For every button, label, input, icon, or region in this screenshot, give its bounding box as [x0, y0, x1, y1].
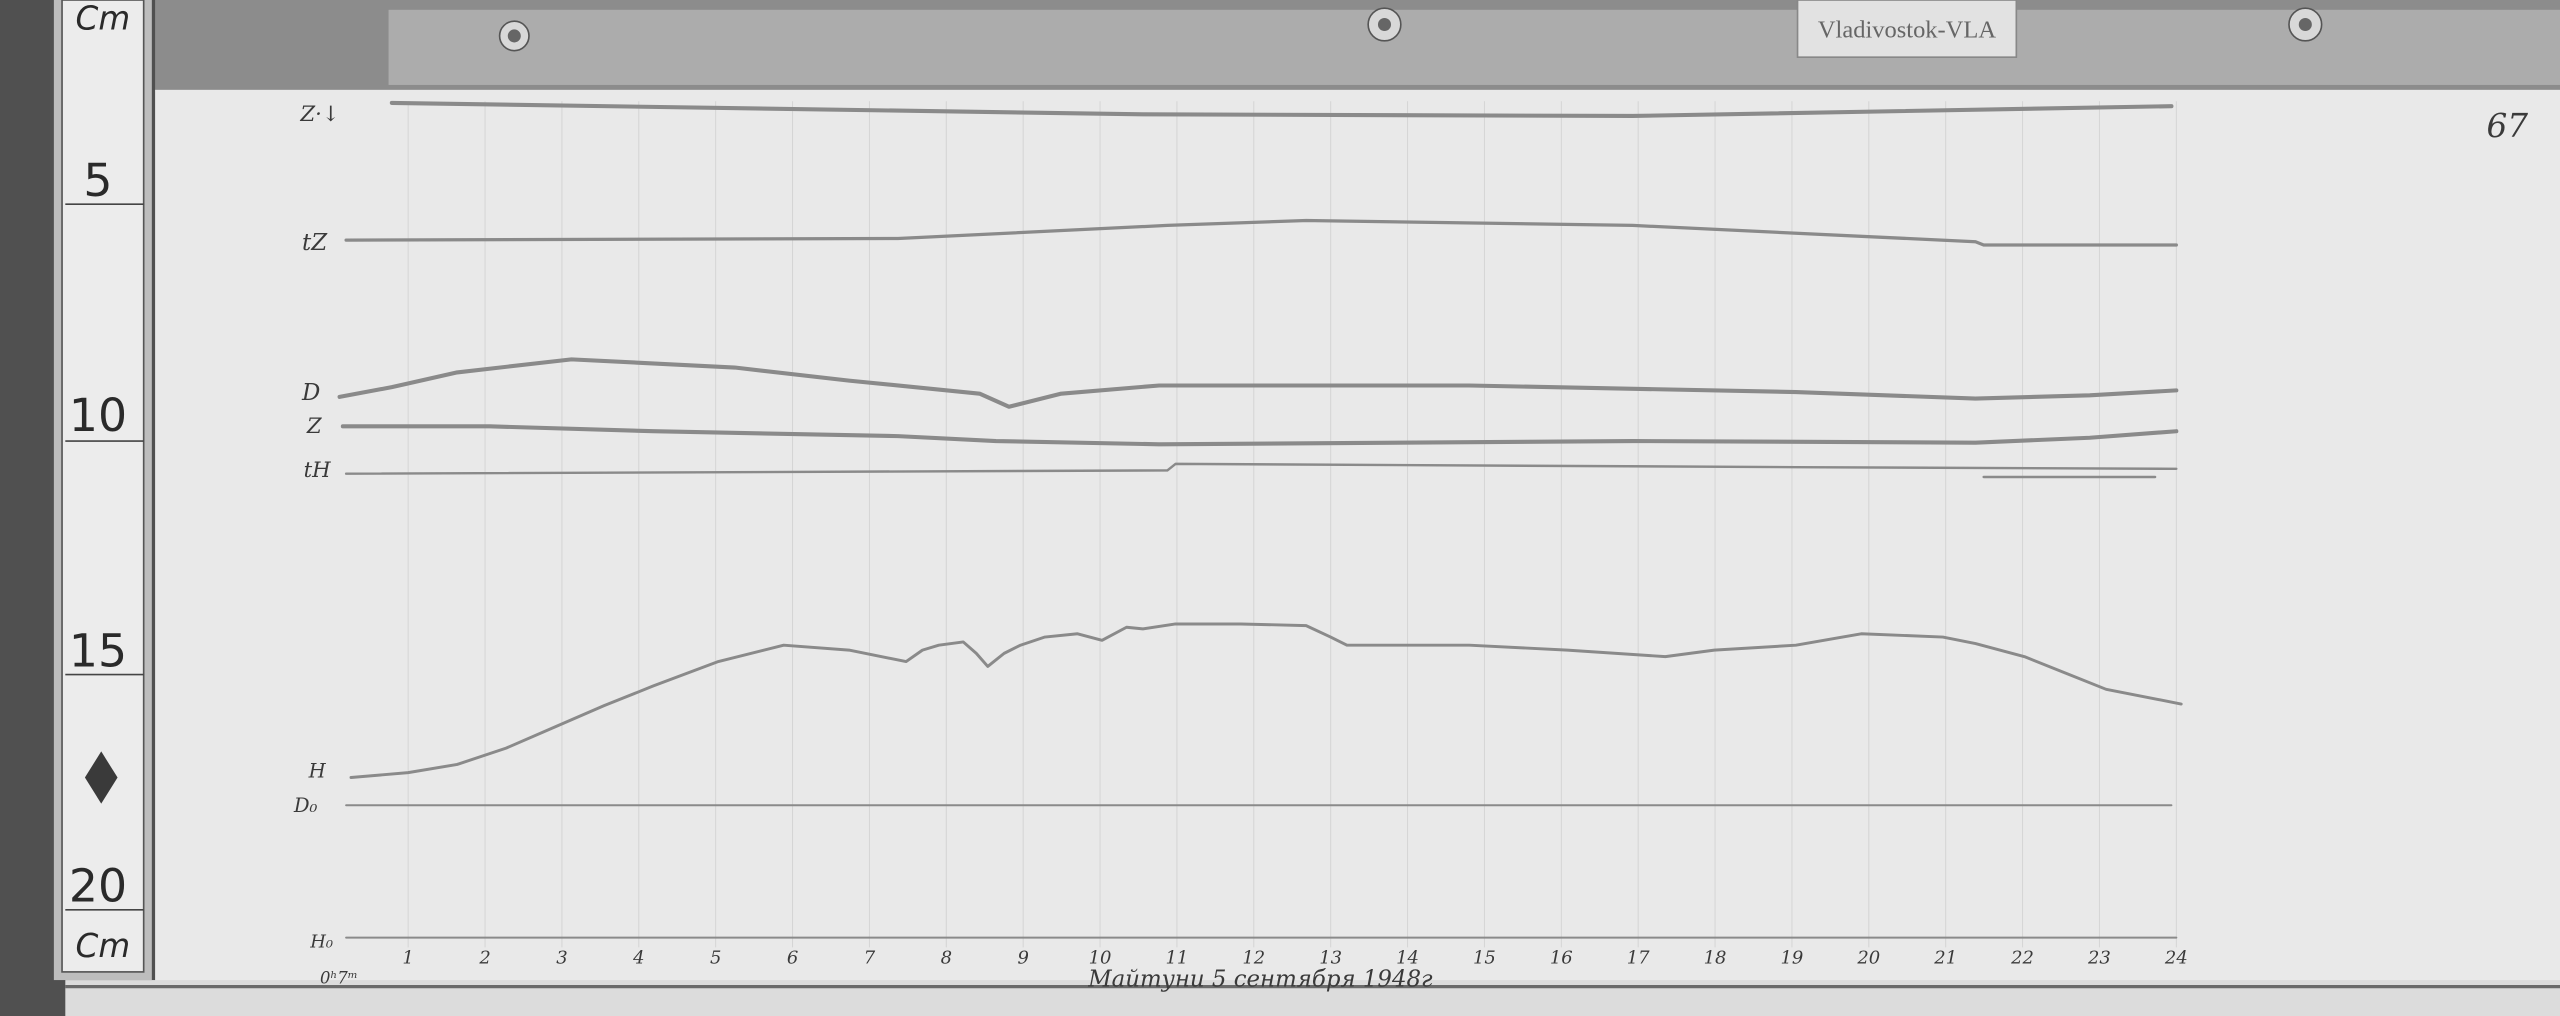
trace-z-marker	[389, 100, 2174, 119]
trace-d	[337, 357, 2179, 409]
ruler-mark-20: 20	[69, 860, 127, 913]
cm-ruler: Cm 5 10 15 20 Cm	[53, 0, 152, 981]
magnetogram-paper	[155, 89, 2560, 992]
label-tz: tZ	[302, 230, 328, 256]
hour-tick-label: 24	[2164, 948, 2188, 969]
plexiglass-cover	[388, 9, 2560, 85]
hour-tick-label: 4	[632, 948, 644, 969]
hour-tick-label: 23	[2087, 948, 2111, 969]
label-h0: H₀	[309, 931, 333, 952]
trace-h	[349, 622, 2183, 779]
ruler-mark-10: 10	[69, 389, 127, 442]
label-h: H	[308, 760, 327, 783]
caption: Майтуни 5 сентября 1948г	[1087, 967, 1433, 993]
hour-tick-label: 22	[2010, 948, 2034, 969]
ruler-mark-15: 15	[69, 624, 127, 677]
hour-axis: 1 2 3 4 5 6 7 8 9 10 11 12 13 14 15 16 17 18 19 20 21 22 23 24	[402, 948, 2187, 969]
trace-tz	[344, 218, 2178, 247]
label-d: D	[301, 380, 320, 406]
hour-tick-label: 17	[1627, 948, 1650, 969]
trace-z	[340, 424, 2179, 447]
label-start-time: 0ʰ7ᵐ	[320, 968, 358, 987]
ruler-unit-top: Cm	[76, 0, 131, 37]
hour-tick-label: 14	[1396, 948, 1419, 969]
screw-icon	[1367, 7, 1402, 42]
label-z-marker: Z·↓	[299, 102, 339, 127]
station-label: Vladivostok-VLA	[1796, 0, 2018, 58]
hour-tick-label: 12	[1242, 948, 1265, 969]
ruler-mark-5: 5	[83, 154, 112, 207]
hour-tick-label: 20	[1856, 948, 1880, 969]
station-label-text: Vladivostok-VLA	[1818, 17, 1996, 44]
hour-tick-label: 21	[1933, 948, 1957, 969]
hour-tick-label: 6	[787, 948, 798, 969]
hour-tick-label: 19	[1781, 948, 1804, 969]
hour-tick-label: 11	[1166, 948, 1189, 969]
hour-tick-label: 1	[402, 948, 413, 969]
hour-tick-label: 8	[941, 948, 952, 969]
hour-tick-label: 9	[1017, 948, 1028, 969]
label-d0: D₀	[293, 794, 318, 817]
page-number: 67	[2487, 107, 2529, 145]
hour-tick-label: 7	[864, 948, 876, 969]
hour-tick-label: 2	[478, 948, 490, 969]
screw-icon	[2288, 7, 2323, 42]
hour-grid	[407, 101, 2177, 948]
hour-tick-label: 13	[1319, 948, 1342, 969]
hour-tick-label: 5	[710, 948, 721, 969]
hour-tick-label: 18	[1704, 948, 1727, 969]
ruler-unit-bottom: Cm	[76, 927, 131, 965]
hour-tick-label: 15	[1473, 948, 1496, 969]
screw-icon	[498, 20, 530, 52]
hour-tick-label: 3	[556, 948, 567, 969]
label-z: Z	[306, 414, 323, 439]
label-th: tH	[304, 458, 332, 483]
hour-tick-label: 16	[1550, 948, 1573, 969]
hour-tick-label: 10	[1089, 948, 1112, 969]
trace-th	[344, 462, 2178, 475]
